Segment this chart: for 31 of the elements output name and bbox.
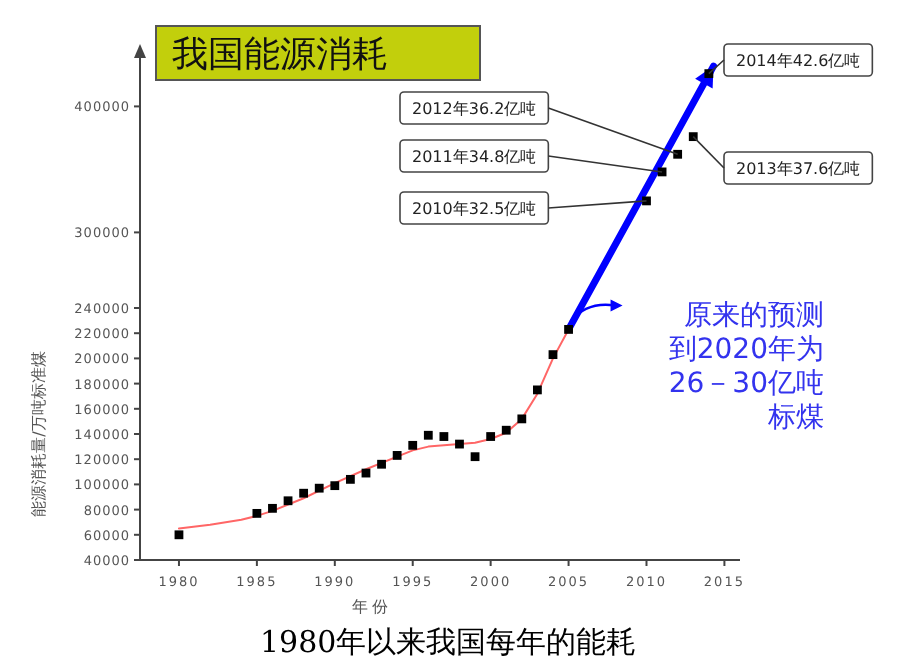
annotation: 2012年36.2亿吨 <box>412 100 537 118</box>
point <box>564 325 573 334</box>
annotation: 2013年37.6亿吨 <box>736 160 861 178</box>
point <box>392 451 402 460</box>
point <box>330 481 340 491</box>
point <box>314 483 324 493</box>
point <box>408 440 418 450</box>
point <box>423 430 433 440</box>
point <box>548 350 558 360</box>
point <box>533 385 542 395</box>
point <box>345 474 355 484</box>
annotation: 2014年42.6亿吨 <box>736 52 861 70</box>
point <box>268 503 277 513</box>
point <box>377 459 386 469</box>
point <box>252 508 262 518</box>
point <box>455 439 464 449</box>
point <box>283 496 293 506</box>
point <box>517 414 527 424</box>
point <box>174 530 184 540</box>
point <box>470 452 480 462</box>
text: 1980年以来我国每年的能耗 <box>260 624 637 662</box>
point <box>501 425 511 435</box>
annotation: 原来的预测到2020年为26－30亿吨标煤 <box>666 300 824 436</box>
y-axis-title: 能源消耗量/万吨标准煤 <box>30 351 48 517</box>
point <box>299 488 309 498</box>
chart-title: 我国能源消耗 <box>172 34 388 76</box>
annotation: 2010年32.5亿吨 <box>412 200 537 218</box>
point <box>439 432 449 441</box>
x-axis-title: 年份 <box>351 598 392 616</box>
title: 我国能源消耗 <box>155 25 481 81</box>
point <box>486 432 496 441</box>
